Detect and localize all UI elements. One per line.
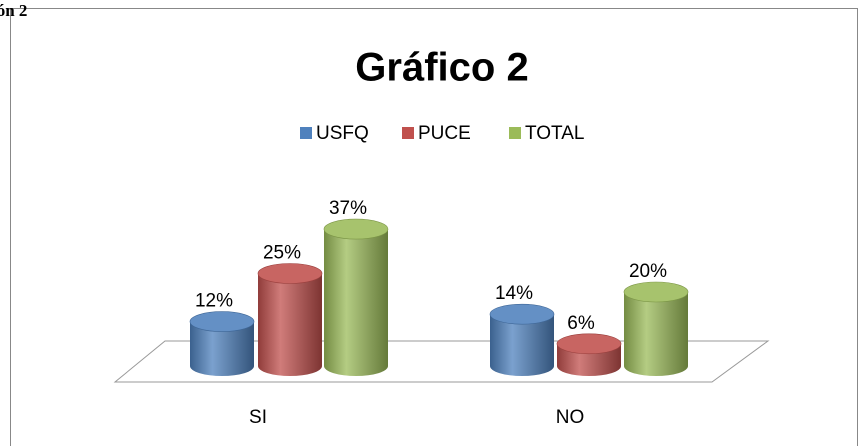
bar xyxy=(257,263,323,376)
bar-top xyxy=(257,263,323,284)
bar-body xyxy=(490,314,554,376)
bar xyxy=(489,303,555,376)
bar-top xyxy=(489,303,555,325)
bar-body xyxy=(624,292,688,376)
x-tick-label: SI xyxy=(249,407,267,428)
legend-swatch xyxy=(509,127,521,139)
bar xyxy=(623,281,689,376)
bar xyxy=(323,218,389,376)
legend-swatch xyxy=(300,127,312,139)
legend-swatch xyxy=(402,127,414,139)
bar-body xyxy=(324,229,388,376)
data-label: 6% xyxy=(567,313,595,334)
data-label: 12% xyxy=(195,291,233,312)
data-label: 14% xyxy=(495,283,533,304)
caption: ión 2 xyxy=(0,1,27,20)
bar xyxy=(556,333,622,376)
bar xyxy=(189,311,255,376)
x-tick-label: NO xyxy=(556,407,585,428)
data-label: 37% xyxy=(329,198,367,219)
data-label: 25% xyxy=(263,243,301,264)
bar-top xyxy=(189,311,255,332)
chart-title: Gráfico 2 xyxy=(355,46,528,90)
legend-label: PUCE xyxy=(418,123,471,144)
legend-label: TOTAL xyxy=(525,123,584,144)
bar-top xyxy=(323,218,389,240)
bar-top xyxy=(623,281,689,303)
bar-top xyxy=(556,333,622,355)
legend-label: USFQ xyxy=(316,123,369,144)
bar-body xyxy=(258,273,322,376)
data-label: 20% xyxy=(629,261,667,282)
bar-body xyxy=(190,321,254,376)
